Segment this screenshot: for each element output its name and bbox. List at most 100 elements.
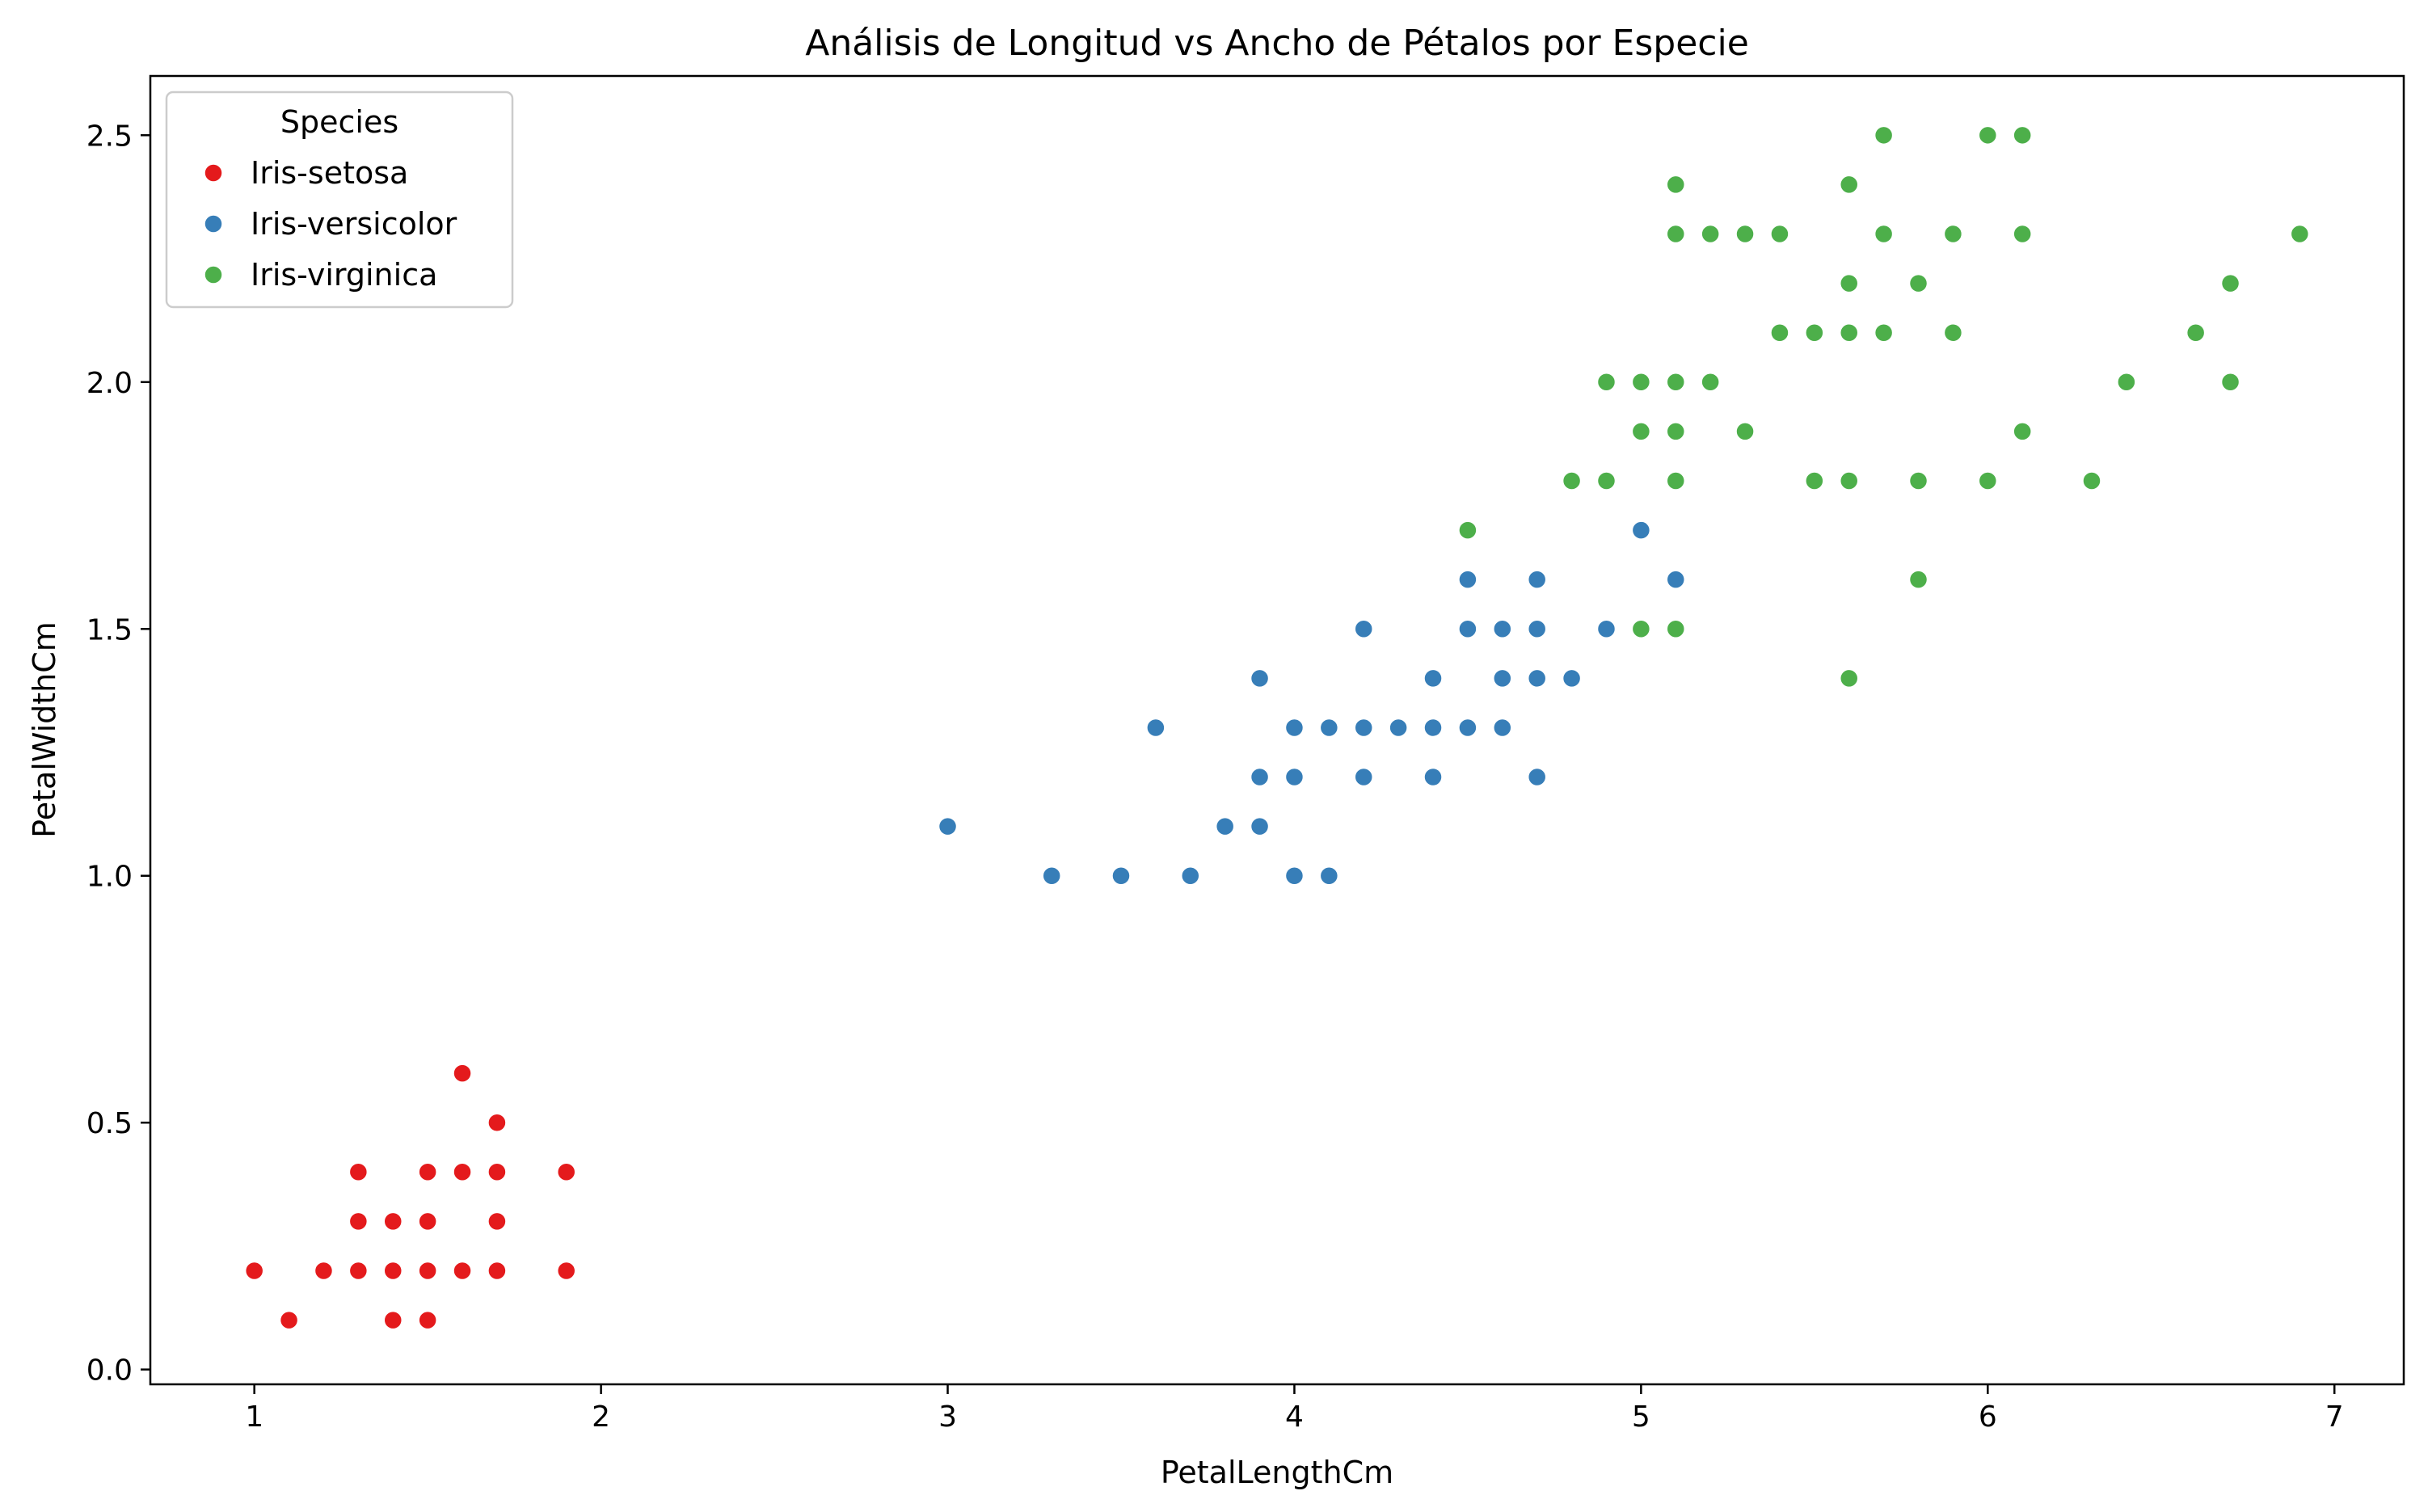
data-point [1458, 718, 1477, 738]
x-tick-label: 1 [245, 1400, 263, 1434]
data-point [1423, 718, 1443, 738]
y-tick-label: 1.5 [86, 613, 133, 646]
data-point [1146, 718, 1166, 738]
data-point [453, 1063, 472, 1083]
data-point [1596, 619, 1617, 639]
data-point [1284, 718, 1305, 738]
data-point [279, 1310, 299, 1330]
data-point [1562, 471, 1582, 491]
legend-marker [204, 163, 223, 183]
data-point [1701, 373, 1720, 392]
data-point [1354, 718, 1373, 738]
data-point [314, 1261, 334, 1281]
data-point [1423, 767, 1443, 787]
data-point [1839, 322, 1859, 343]
y-tick-label: 2.5 [86, 120, 133, 153]
data-point [1666, 224, 1686, 244]
data-point [1284, 767, 1305, 787]
chart-title: Análisis de Longitud vs Ancho de Pétalos… [805, 23, 1749, 64]
legend-box [165, 91, 514, 309]
data-point [1319, 866, 1339, 886]
data-point [348, 1162, 369, 1182]
data-point [1701, 224, 1720, 244]
x-tick-label: 5 [1632, 1400, 1650, 1434]
series-iris-versicolor [938, 520, 1686, 886]
y-tick-label: 0.0 [86, 1354, 133, 1388]
data-point [487, 1211, 507, 1232]
legend-marker [204, 265, 223, 284]
plot-area [244, 125, 2310, 1330]
data-point [1527, 767, 1547, 787]
y-tick-label: 0.5 [86, 1107, 133, 1140]
data-point [1770, 224, 1789, 244]
x-tick-label: 6 [1979, 1400, 1997, 1434]
data-point [1389, 718, 1408, 738]
data-point [1111, 866, 1131, 886]
data-point [1770, 322, 1789, 343]
data-point [1250, 668, 1270, 689]
data-point [1908, 471, 1928, 491]
data-point [383, 1310, 403, 1330]
data-point [1527, 619, 1547, 639]
data-point [1631, 520, 1651, 540]
data-point [1908, 273, 1928, 293]
data-point [2013, 125, 2032, 145]
data-point [1493, 668, 1512, 689]
data-point [1562, 668, 1582, 689]
data-point [1839, 175, 1859, 195]
data-point [1735, 224, 1755, 244]
data-point [1666, 570, 1686, 589]
legend: Species Iris-setosa Iris-versicolor Iris-v… [165, 91, 514, 309]
data-point [1978, 471, 1998, 491]
data-point [1354, 619, 1373, 639]
data-point [1874, 224, 1894, 244]
data-point [1839, 471, 1859, 491]
data-point [1908, 570, 1928, 589]
data-point [2186, 322, 2206, 343]
data-point [2013, 422, 2032, 441]
data-point [2013, 224, 2032, 244]
data-point [1423, 668, 1443, 689]
data-point [1493, 619, 1512, 639]
data-point [1805, 322, 1824, 343]
data-point [1319, 718, 1339, 738]
data-point [383, 1211, 403, 1232]
data-point [1354, 767, 1373, 787]
x-tick-label: 2 [592, 1400, 610, 1434]
y-axis-label: PetalWidthCm [27, 621, 62, 838]
data-point [1943, 224, 1963, 244]
x-tick-label: 3 [938, 1400, 957, 1434]
data-point [1666, 422, 1686, 441]
legend-label: Iris-versicolor [251, 206, 457, 242]
data-point [2117, 373, 2136, 392]
series-iris-setosa [244, 1063, 576, 1330]
data-point [487, 1261, 507, 1281]
x-axis-ticks: 1 2 3 4 5 6 7 [245, 1384, 2344, 1434]
data-point [1527, 668, 1547, 689]
data-point [556, 1261, 576, 1281]
data-point [487, 1162, 507, 1182]
data-point [938, 816, 958, 836]
data-point [1042, 866, 1061, 886]
x-axis-label: PetalLengthCm [1161, 1455, 1393, 1490]
data-point [1458, 619, 1477, 639]
legend-label: Iris-virginica [251, 257, 437, 293]
data-point [1735, 422, 1755, 441]
data-point [383, 1261, 403, 1281]
y-tick-label: 2.0 [86, 367, 133, 400]
plot-frame [149, 74, 2405, 1386]
data-point [1839, 668, 1859, 689]
data-point [556, 1162, 576, 1182]
data-point [487, 1113, 507, 1132]
data-point [2082, 471, 2101, 491]
data-point [1458, 520, 1477, 540]
data-point [418, 1211, 437, 1232]
data-point [418, 1310, 437, 1330]
data-point [1527, 570, 1547, 589]
data-point [1215, 816, 1235, 836]
data-point [453, 1162, 472, 1182]
data-point [1805, 471, 1824, 491]
data-point [1284, 866, 1305, 886]
data-point [1874, 125, 1894, 145]
y-axis-ticks: 0.0 0.5 1.0 1.5 2.0 2.5 [86, 120, 150, 1388]
